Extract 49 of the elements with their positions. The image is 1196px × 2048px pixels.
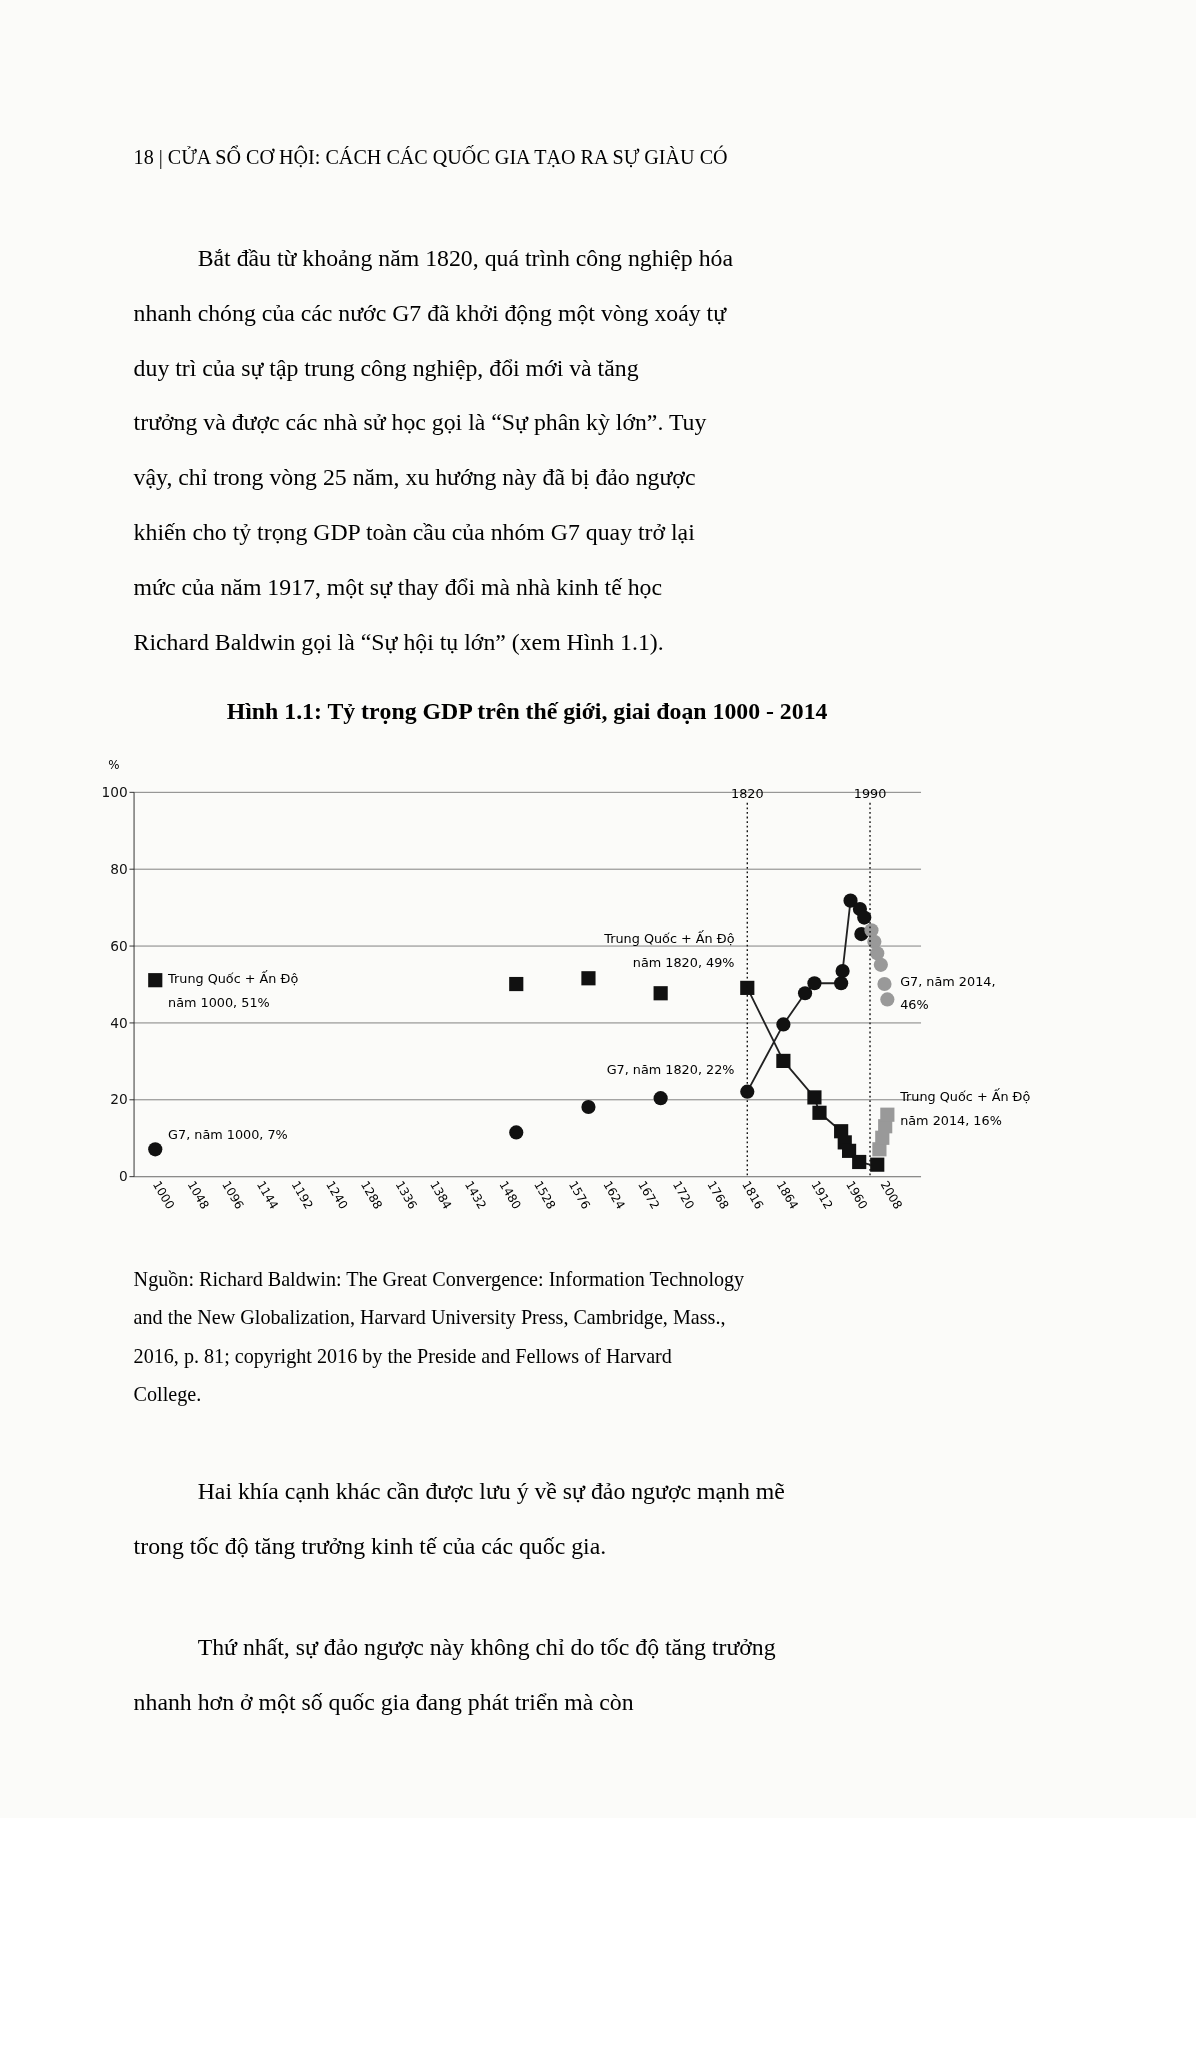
point: [842, 1143, 857, 1158]
text: 18 | CỬA SỔ CƠ HỘI: CÁCH CÁC QUỐC GIA TẠO RA SỰ GIÀU CÓ: [133, 145, 728, 170]
point: [835, 963, 850, 979]
chart-title: Hình 1.1: Tỷ trọng GDP trên thế giới, giai đoạn 1000 - 2014: [226, 697, 828, 724]
point: [852, 1154, 867, 1170]
point: [880, 992, 895, 1007]
text: Bắt đầu từ khoảng năm 1820, quá trình công nghiệp hóa nhanh chóng của các nước G7 đã khởi động một vòng xoáy tự duy trì của sự tập trung công nghiệp, đổi mới và tăng trưởng và được các nhà sử học gọi là “Sự phân kỳ lớn”. Tuy vậy, chỉ trong vòng 25 năm, xu hướng này đã bị đảo ngược khiến cho tỷ trọng GDP toàn cầu của nhóm G7 quay trở lại mức của năm 1917, một sự thay đổi mà nhà kinh tế học Richard Baldwin gọi là “Sự hội tụ lớn” (xem Hình 1.1).: [133, 244, 733, 656]
annotation: Trung Quốc + Ấn Độ năm 1820, 49%: [603, 930, 735, 970]
point: [653, 986, 668, 1001]
point: [509, 976, 524, 992]
point: [807, 1090, 822, 1105]
point: [740, 1084, 755, 1099]
text: Hai khía cạnh khác cần được lưu ý về sự đảo ngược mạnh mẽ trong tốc độ tăng trưởng kinh tế của các quốc gia.: [133, 1478, 785, 1560]
y-tick-label: 80: [110, 860, 128, 877]
y-tick-label: 0: [118, 1168, 128, 1185]
y-tick-label: 40: [110, 1014, 128, 1031]
annotation: G7, năm 1820, 22%: [606, 1062, 735, 1078]
point: [880, 1107, 895, 1122]
point: [740, 980, 755, 995]
point: [581, 1099, 596, 1115]
point: [857, 910, 872, 925]
text: Thứ nhất, sự đảo ngược này không chỉ do tốc độ tăng trưởng nhanh hơn ở một số quốc gia đang phát triển mà còn: [133, 1633, 776, 1715]
point: [812, 1105, 827, 1120]
point: [776, 1053, 791, 1068]
y-tick-label: 20: [110, 1091, 128, 1108]
point: [877, 976, 892, 992]
text: Nguồn: Richard Baldwin: The Great Convergence: Information Technology and the New Globalization, Harvard University Press, Cambridge, Mass., 2016, p. 81; copyright 2016 by the Preside and Fellows of Harvard College.: [133, 1267, 745, 1406]
annotation: G7, năm 2014, 46%: [900, 973, 996, 1013]
point: [870, 946, 885, 961]
point: [776, 1017, 791, 1032]
point: [509, 1125, 524, 1140]
point: [807, 976, 822, 991]
point: [873, 957, 888, 972]
point: [653, 1091, 668, 1106]
point: [581, 971, 596, 986]
point: [797, 986, 813, 1001]
ref-line-label: 1820: [731, 786, 764, 802]
annotation: Trung Quốc + Ấn Độ năm 2014, 16%: [899, 1087, 1031, 1128]
point: [148, 1142, 163, 1157]
annotation: Trung Quốc + Ấn Độ năm 1000, 51%: [167, 969, 299, 1010]
point: [870, 1157, 885, 1172]
y-axis-title: %: [108, 758, 120, 773]
y-tick-label: 100: [101, 783, 128, 800]
y-tick-label: 60: [110, 937, 128, 954]
ref-line-label: 1990: [853, 786, 887, 802]
annotation: G7, năm 1000, 7%: [168, 1127, 288, 1143]
point: [148, 973, 163, 988]
point: [834, 976, 849, 991]
point: [843, 893, 858, 908]
